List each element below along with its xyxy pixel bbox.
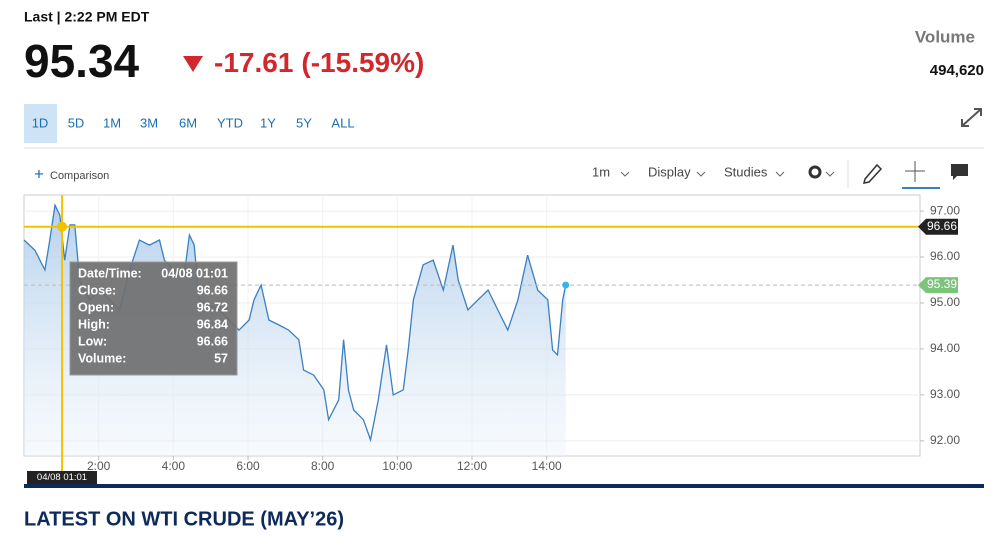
footer-title: LATEST ON WTI CRUDE (MAY’26) — [24, 508, 344, 530]
y-tick-label: 95.00 — [930, 295, 960, 309]
range-button[interactable]: 5Y — [296, 115, 312, 130]
tooltip-value: 04/08 01:01 — [161, 266, 228, 280]
expand-icon[interactable] — [961, 108, 982, 127]
range-active — [24, 104, 57, 143]
crosshair-x-tag — [27, 471, 97, 484]
display[interactable]: Display — [648, 164, 691, 179]
range-button[interactable]: 1Y — [260, 115, 276, 130]
y-tick-label: 93.00 — [930, 387, 960, 401]
change: -17.61 (-15.59%) — [214, 47, 424, 78]
plus-icon[interactable]: + — [34, 164, 44, 183]
last-value-label: 95.39 — [927, 277, 957, 291]
y-tick-label: 94.00 — [930, 341, 960, 355]
studies[interactable]: Studies — [724, 164, 768, 179]
range-button[interactable]: 6M — [179, 115, 197, 130]
last-value-tag — [918, 277, 958, 294]
chevron — [620, 171, 630, 177]
tooltip-label: Low: — [78, 334, 107, 348]
crosshair-point — [57, 221, 68, 232]
x-tick-label: 8:00 — [311, 459, 335, 473]
tooltip-value: 96.72 — [197, 300, 228, 314]
draw-icon[interactable] — [862, 163, 883, 184]
change-value: -17.61 — [214, 47, 293, 78]
y-tick-label: 92.00 — [930, 433, 960, 447]
tooltip-label: Date/Time: — [78, 266, 142, 280]
tooltip-label: Volume: — [78, 351, 126, 365]
tooltip-box — [69, 261, 238, 376]
y-tick-label: 97.00 — [930, 203, 960, 217]
tooltip-value: 96.66 — [197, 334, 228, 348]
tooltip-value: 57 — [214, 351, 228, 365]
range-button[interactable]: 1M — [103, 115, 121, 130]
interval[interactable]: 1m — [592, 164, 610, 179]
price: 95.34 — [24, 35, 140, 87]
x-tick-label: 10:00 — [382, 459, 412, 473]
footer-rule — [24, 484, 984, 488]
x-tick-label: 12:00 — [457, 459, 487, 473]
range-button[interactable]: ALL — [331, 115, 354, 130]
range-button[interactable]: YTD — [217, 115, 243, 130]
crosshair-icon[interactable] — [905, 161, 925, 182]
last-time: Last | 2:22 PM EDT — [24, 9, 150, 25]
tooltip-label: High: — [78, 317, 110, 331]
crosshair-tag — [918, 218, 958, 235]
volume: 494,620 — [930, 62, 984, 79]
chevron — [775, 171, 785, 177]
x-tick-label: 4:00 — [162, 459, 186, 473]
x-tick-label: 2:00 — [87, 459, 111, 473]
tooltip-label: Close: — [78, 283, 116, 297]
comparison[interactable]: Comparison — [50, 170, 109, 182]
range-bar: 1D 5D 1M 3M 6M YTD 1Y 5Y ALL — [32, 115, 355, 130]
last-point — [562, 281, 570, 289]
y-tick-label: 96.00 — [930, 249, 960, 263]
settings-icon[interactable] — [808, 165, 835, 179]
x-tick-label: 6:00 — [236, 459, 260, 473]
comment-icon[interactable] — [951, 164, 968, 180]
tooltip-label: Open: — [78, 300, 114, 314]
tooltip-value: 96.84 — [197, 317, 228, 331]
change-pct: (-15.59%) — [301, 47, 424, 78]
down-arrow — [183, 56, 203, 72]
tooltip-value: 96.66 — [197, 283, 228, 297]
x-tick-label: 14:00 — [532, 459, 562, 473]
crosshair-x-label: 04/08 01:01 — [37, 472, 87, 483]
crosshair-y-label: 96.66 — [927, 219, 957, 233]
range-button[interactable]: 3M — [140, 115, 158, 130]
chevron — [696, 171, 706, 177]
range-button[interactable]: 1D — [32, 115, 49, 130]
volume-label: Volume — [915, 27, 975, 46]
chart: 92.00 93.00 94.00 95.00 96.00 97.00 2:00 4:00 6:… — [23, 195, 960, 484]
range-button[interactable]: 5D — [68, 115, 85, 130]
